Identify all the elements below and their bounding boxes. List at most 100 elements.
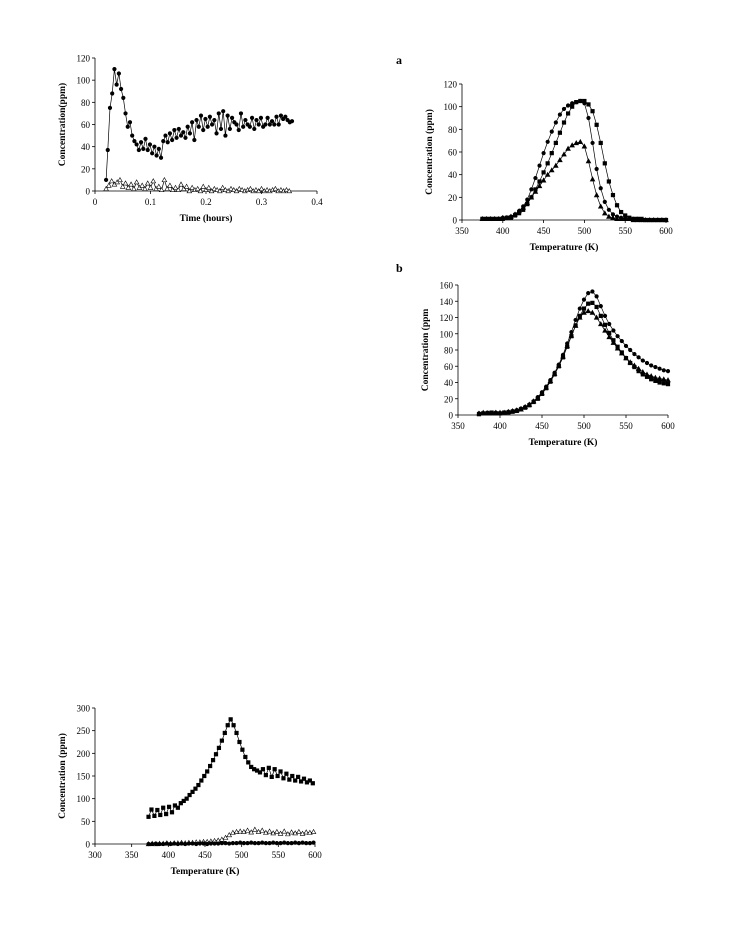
data-point [153,841,158,846]
data-point [254,117,259,123]
data-point [483,215,490,222]
data-point [269,119,275,124]
data-point [201,841,206,846]
data-point [528,194,535,200]
data-point [133,179,140,185]
data-point [281,776,286,781]
data-point [196,124,201,129]
data-point [186,841,191,846]
data-point [198,113,204,118]
data-point [132,139,137,144]
data-point [243,117,248,123]
x-tick-label: 500 [577,421,591,431]
data-point [190,120,195,125]
x-tick-label: 450 [537,226,551,236]
y-axis-label: Concentration (ppm) [424,109,435,195]
data-point [569,142,575,148]
data-point [649,363,654,368]
data-point [636,355,641,360]
data-point [623,343,629,349]
data-point [565,145,571,151]
data-point [144,180,151,186]
data-point [292,830,299,836]
data-point [249,115,255,120]
data-point [263,840,268,846]
data-point [190,841,195,846]
data-point [630,217,637,223]
data-point [169,810,175,815]
data-point [638,217,645,223]
data-point [263,772,268,778]
data-point [172,841,177,846]
data-point [175,805,180,810]
chart-svg: 0 20 40 60 80 100 120 350 400 450 500 550 600 Tempera… [424,80,673,254]
data-point [125,184,132,190]
data-point [614,345,621,351]
y-tick-label: 20 [444,394,454,404]
data-point [219,840,224,846]
y-tick-label: 200 [77,749,91,759]
data-point [513,407,520,413]
y-tick-label: 250 [77,726,91,736]
data-point [214,131,219,136]
data-point [274,840,279,846]
data-point [484,410,491,416]
data-point [497,409,503,415]
data-point [296,828,302,834]
data-point [183,135,188,140]
data-point [175,186,182,193]
data-point [602,322,608,327]
data-point [152,813,157,818]
data-point [619,338,624,344]
data-point [299,830,306,836]
data-point [644,371,650,377]
x-tick-label: 450 [535,421,549,431]
y-tick-label: 40 [444,378,454,388]
data-point [107,105,113,110]
data-point [147,184,154,190]
data-point [266,765,271,770]
data-point [196,782,201,788]
data-point [487,215,494,222]
data-point [648,373,655,379]
data-point [158,155,164,160]
data-point [533,175,538,181]
data-point [205,769,210,774]
x-tick-label: 0.1 [145,197,156,207]
data-point [570,104,575,109]
data-point [551,370,558,376]
data-point [557,112,563,117]
data-point [155,807,160,813]
data-point [307,778,312,783]
x-axis-label: Temperature (K) [530,242,599,253]
data-point [288,829,295,835]
x-tick-label: 0.4 [311,197,323,207]
data-point [138,140,144,145]
data-point [300,840,305,845]
data-point [225,723,230,728]
y-tick-label: 60 [81,120,91,130]
data-point [499,214,506,220]
data-point [602,313,608,318]
x-tick-label: 600 [661,421,675,431]
x-tick-label: 350 [455,226,469,236]
x-tick-label: 400 [496,226,510,236]
data-point [269,774,274,780]
data-point [127,120,133,125]
data-point [526,401,533,407]
data-point [504,214,510,220]
data-point [229,115,235,120]
data-point [618,350,625,356]
data-point [565,111,571,116]
chart-svg: 0 20 40 60 80 100 120 0 0.1 0.2 0.3 0.4 Time (hours)… [57,54,323,225]
data-point [161,176,168,183]
data-point [194,841,199,847]
x-tick-label: 550 [619,421,633,431]
data-point [634,217,641,223]
data-point [543,384,550,390]
data-point [185,124,190,129]
data-point [610,339,617,345]
data-point [311,840,316,845]
data-point [252,126,257,132]
data-point [252,840,257,846]
